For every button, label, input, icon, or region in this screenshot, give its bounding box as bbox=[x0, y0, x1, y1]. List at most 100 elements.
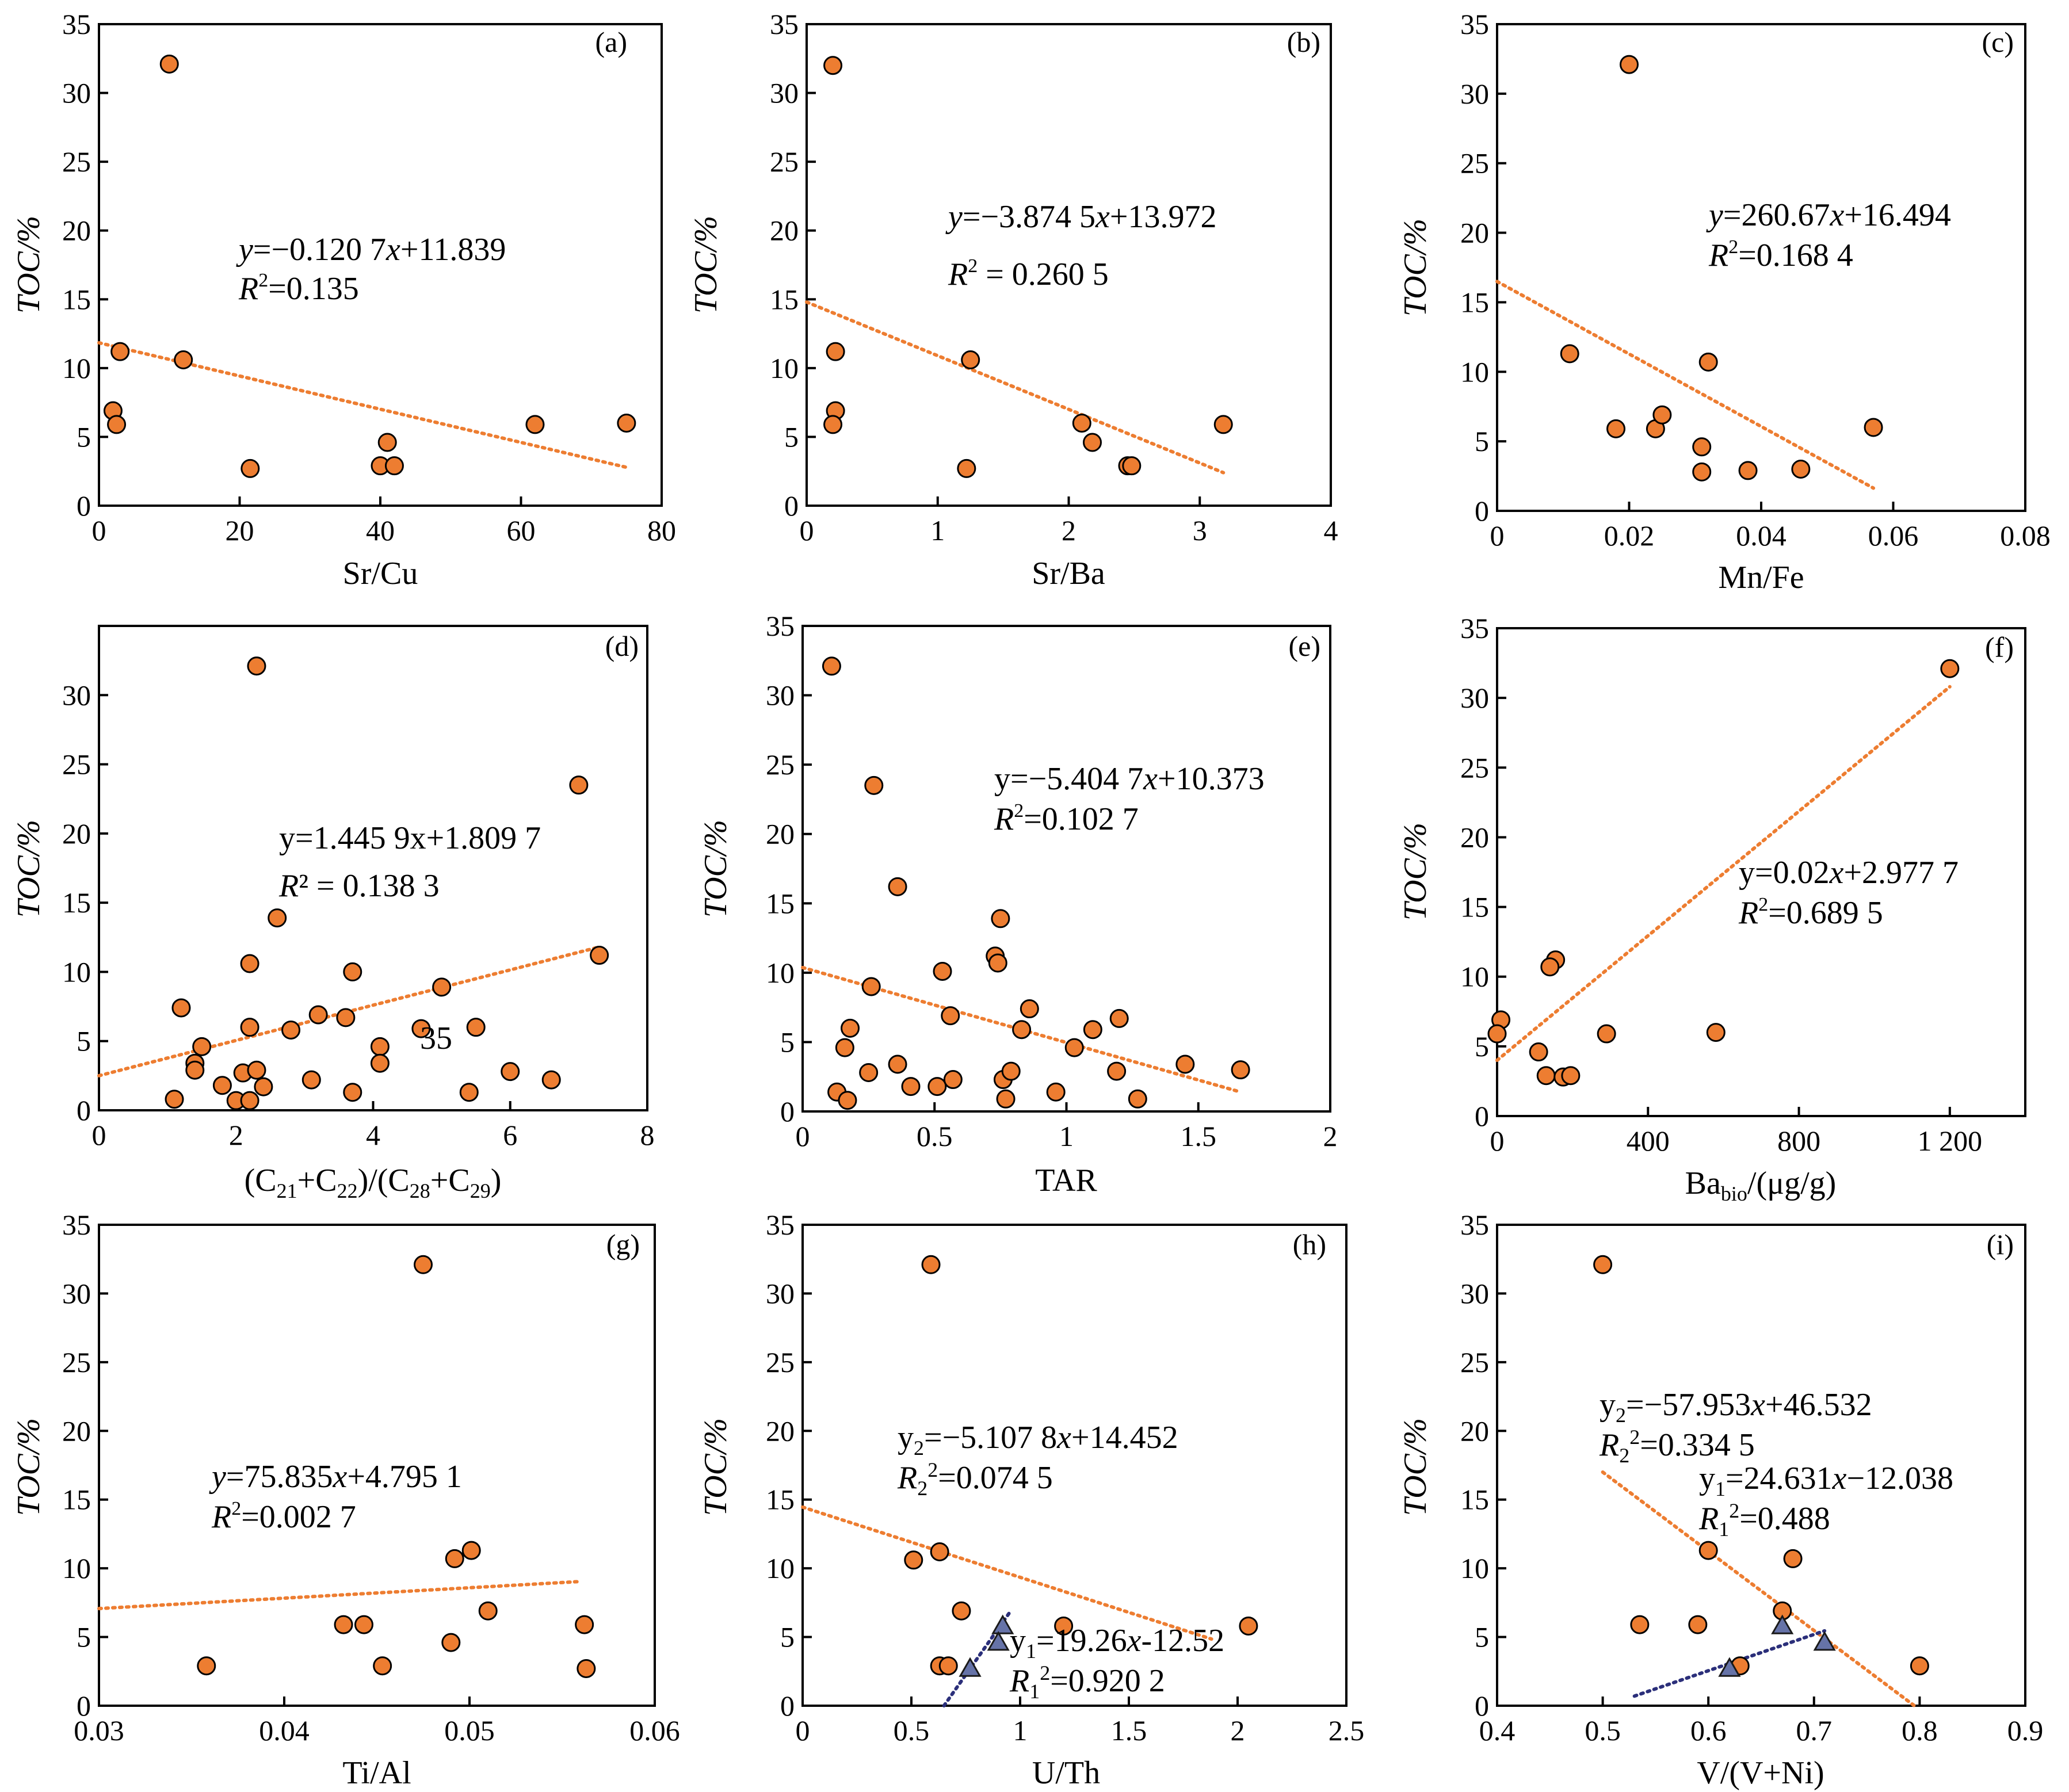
r-squared: R2=0.168 4 bbox=[1708, 236, 1853, 273]
y-tick-label: 35 bbox=[62, 8, 91, 40]
y-tick-label: 15 bbox=[766, 1484, 795, 1516]
data-point bbox=[577, 1659, 596, 1679]
data-point bbox=[1487, 1024, 1507, 1044]
data-point bbox=[590, 946, 609, 965]
y-tick-label: 5 bbox=[1475, 1621, 1489, 1653]
data-point bbox=[1561, 1066, 1581, 1086]
y-tick-label: 15 bbox=[766, 887, 795, 919]
plot-frame bbox=[801, 1224, 1347, 1707]
data-point bbox=[241, 458, 260, 478]
trend-equation: y=−3.874 5x+13.972 bbox=[945, 199, 1216, 235]
y-tick-label: 0 bbox=[780, 1690, 795, 1722]
y-tick-label: 25 bbox=[766, 1346, 795, 1378]
x-tick-label: 0 bbox=[92, 1119, 106, 1151]
y-axis-label: TOC/% bbox=[1398, 219, 1433, 316]
x-tick-label: 2 bbox=[229, 1119, 243, 1151]
data-point bbox=[1738, 461, 1758, 480]
x-tick-label: 0.04 bbox=[1736, 519, 1786, 552]
data-point bbox=[996, 1089, 1016, 1109]
trendline bbox=[97, 1580, 583, 1611]
data-point bbox=[212, 1076, 232, 1095]
y-tick-label: 30 bbox=[766, 1277, 795, 1309]
trend-equation-2: y2=−57.953x+46.532 bbox=[1600, 1387, 1872, 1427]
r-squared-1: R12=0.920 2 bbox=[1009, 1661, 1165, 1703]
x-tick-label: 0 bbox=[1490, 1125, 1505, 1157]
x-tick-label: 60 bbox=[507, 514, 536, 547]
y-tick-label: 0 bbox=[1475, 1690, 1489, 1722]
y-axis-label: TOC/% bbox=[688, 216, 724, 314]
plot-frame bbox=[1496, 627, 2026, 1117]
y-tick-label: 0 bbox=[1475, 495, 1489, 527]
data-point bbox=[1597, 1024, 1616, 1044]
data-point bbox=[343, 962, 362, 981]
data-point bbox=[841, 1018, 860, 1038]
panel-tag: (f) bbox=[1985, 631, 2014, 663]
data-point bbox=[377, 433, 397, 452]
panel-g: 0.03 0.04 0.05 0.06 0 5 10 15 20 25 30 35 (g) Ti/Al… bbox=[11, 1209, 680, 1791]
data-point bbox=[373, 1656, 392, 1676]
data-point bbox=[1239, 1616, 1258, 1636]
data-point bbox=[370, 1053, 390, 1073]
data-point bbox=[354, 1615, 373, 1634]
y-tick-label: 15 bbox=[1460, 1484, 1489, 1516]
point-annotation: 35 bbox=[420, 1021, 452, 1056]
data-point bbox=[1706, 1023, 1726, 1042]
y-tick-label: 20 bbox=[766, 1415, 795, 1447]
y-tick-label: 25 bbox=[62, 146, 91, 178]
data-point bbox=[904, 1550, 923, 1570]
trend-equation-1: y1=24.631x−12.038 bbox=[1699, 1461, 1953, 1500]
y-tick-label: 5 bbox=[780, 1621, 795, 1653]
data-point bbox=[247, 656, 266, 676]
data-point bbox=[240, 1091, 259, 1110]
data-point bbox=[1864, 418, 1883, 437]
x-tick-label: 0.05 bbox=[444, 1714, 495, 1747]
y-tick-label: 10 bbox=[62, 352, 91, 384]
x-axis-label: V/(V+Ni) bbox=[1697, 1755, 1824, 1791]
data-point bbox=[414, 1255, 433, 1274]
y-tick-label: 20 bbox=[770, 215, 799, 247]
panel-f: 0 400 800 1 200 0 5 10 15 20 25 30 35 (f) Babio/(μg… bbox=[1398, 612, 2026, 1205]
data-point-triangle bbox=[987, 1631, 1010, 1651]
y-tick-label: 15 bbox=[62, 1484, 91, 1516]
trend-equation-2: y2=−5.107 8x+14.452 bbox=[898, 1420, 1178, 1459]
trendline bbox=[1495, 280, 1876, 490]
data-point bbox=[1630, 1615, 1650, 1634]
data-point bbox=[888, 1054, 907, 1074]
data-point bbox=[988, 953, 1007, 973]
data-point bbox=[441, 1633, 461, 1652]
x-tick-label: 4 bbox=[1324, 514, 1338, 547]
y-tick-label: 10 bbox=[766, 1552, 795, 1584]
y-tick-label: 30 bbox=[770, 77, 799, 109]
x-tick-label: 1.5 bbox=[1181, 1120, 1217, 1152]
x-tick-label: 0.02 bbox=[1604, 519, 1655, 552]
data-point bbox=[1791, 459, 1811, 479]
y-tick-label: 0 bbox=[77, 1690, 91, 1722]
x-tick-label: 1 bbox=[930, 514, 945, 547]
y-tick-label: 5 bbox=[780, 1026, 795, 1058]
data-point-triangle bbox=[959, 1657, 982, 1677]
x-tick-label: 0.08 bbox=[2000, 519, 2051, 552]
y-tick-label: 30 bbox=[62, 77, 91, 109]
x-axis-label: Sr/Ba bbox=[1032, 556, 1105, 591]
y-axis-label: TOC/% bbox=[698, 1418, 734, 1516]
data-point bbox=[370, 1037, 390, 1056]
y-tick-label: 25 bbox=[1460, 147, 1489, 179]
data-point bbox=[861, 977, 881, 996]
data-point bbox=[1783, 1549, 1803, 1568]
r-squared: R2=0.102 7 bbox=[994, 800, 1139, 837]
x-tick-label: 2 bbox=[1323, 1120, 1338, 1152]
data-point bbox=[1692, 462, 1712, 482]
y-tick-label: 10 bbox=[1460, 1552, 1489, 1584]
panel-c: 0 0.02 0.04 0.06 0.08 0 5 10 15 20 25 30 35 (c) Mn/F… bbox=[1398, 8, 2051, 595]
data-point-triangle bbox=[1813, 1631, 1836, 1651]
x-tick-label: 0 bbox=[800, 514, 814, 547]
panel-tag: (c) bbox=[1982, 26, 2014, 58]
x-tick-label: 1 bbox=[1013, 1714, 1028, 1747]
x-tick-label: 0.5 bbox=[917, 1120, 953, 1152]
x-tick-label: 80 bbox=[647, 514, 676, 547]
plot-frame bbox=[1496, 1224, 2026, 1707]
y-tick-label: 0 bbox=[780, 1095, 795, 1128]
data-point bbox=[823, 415, 843, 434]
y-axis-label: TOC/% bbox=[11, 820, 47, 918]
y-tick-label: 25 bbox=[1460, 751, 1489, 784]
